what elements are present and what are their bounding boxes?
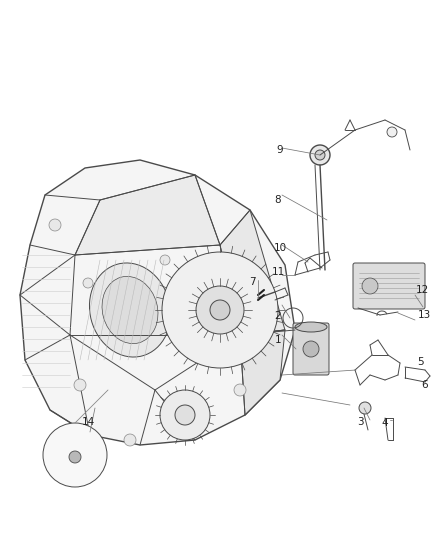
Circle shape	[83, 278, 93, 288]
Text: 3: 3	[357, 417, 363, 427]
Text: 9: 9	[277, 145, 283, 155]
Ellipse shape	[61, 441, 89, 449]
Circle shape	[303, 341, 319, 357]
Ellipse shape	[295, 322, 327, 332]
FancyBboxPatch shape	[59, 443, 91, 467]
Circle shape	[315, 150, 325, 160]
FancyBboxPatch shape	[353, 263, 425, 309]
Text: 14: 14	[81, 417, 95, 427]
Text: 13: 13	[417, 310, 431, 320]
Text: 11: 11	[272, 267, 285, 277]
Circle shape	[175, 405, 195, 425]
Circle shape	[210, 300, 230, 320]
Circle shape	[69, 451, 81, 463]
Ellipse shape	[102, 277, 158, 344]
Text: 4: 4	[381, 418, 389, 428]
Circle shape	[124, 434, 136, 446]
Polygon shape	[20, 160, 295, 445]
Polygon shape	[75, 175, 220, 255]
Circle shape	[160, 255, 170, 265]
Circle shape	[74, 379, 86, 391]
Text: 7: 7	[249, 277, 255, 287]
Circle shape	[43, 423, 107, 487]
Text: 5: 5	[417, 357, 423, 367]
Circle shape	[49, 219, 61, 231]
Text: 2: 2	[275, 311, 281, 321]
Polygon shape	[240, 330, 285, 415]
Circle shape	[196, 286, 244, 334]
Text: 8: 8	[275, 195, 281, 205]
Circle shape	[234, 384, 246, 396]
Text: 10: 10	[273, 243, 286, 253]
Polygon shape	[220, 210, 285, 335]
Text: 6: 6	[422, 380, 428, 390]
Circle shape	[362, 278, 378, 294]
Circle shape	[160, 390, 210, 440]
Ellipse shape	[89, 263, 170, 357]
Text: 12: 12	[415, 285, 429, 295]
Circle shape	[310, 145, 330, 165]
Circle shape	[387, 127, 397, 137]
FancyBboxPatch shape	[293, 323, 329, 375]
Circle shape	[359, 402, 371, 414]
Circle shape	[162, 252, 278, 368]
Text: 1: 1	[275, 335, 281, 345]
